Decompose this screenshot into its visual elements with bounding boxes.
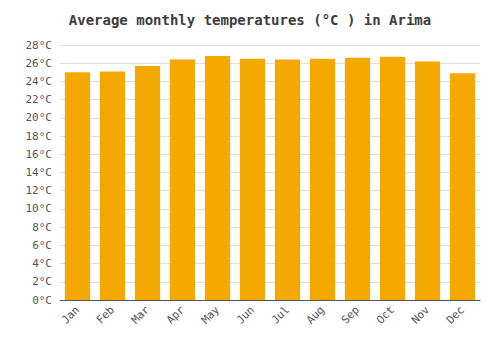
- svg-text:Nov: Nov: [409, 303, 432, 326]
- svg-text:8°C: 8°C: [32, 221, 52, 234]
- svg-text:6°C: 6°C: [32, 239, 52, 252]
- svg-text:26°C: 26°C: [26, 57, 53, 70]
- svg-text:Jan: Jan: [59, 303, 82, 326]
- svg-text:12°C: 12°C: [26, 184, 53, 197]
- svg-text:Feb: Feb: [94, 303, 117, 326]
- svg-text:Oct: Oct: [374, 303, 397, 326]
- svg-text:May: May: [199, 303, 222, 326]
- svg-text:16°C: 16°C: [26, 148, 53, 161]
- svg-text:28°C: 28°C: [26, 39, 53, 52]
- svg-text:10°C: 10°C: [26, 202, 53, 215]
- svg-text:14°C: 14°C: [26, 166, 53, 179]
- svg-text:4°C: 4°C: [32, 257, 52, 270]
- svg-text:Sep: Sep: [339, 303, 362, 326]
- svg-text:18°C: 18°C: [26, 130, 53, 143]
- svg-text:Jul: Jul: [269, 303, 292, 326]
- svg-text:Mar: Mar: [129, 303, 152, 326]
- svg-text:24°C: 24°C: [26, 75, 53, 88]
- svg-text:Dec: Dec: [444, 303, 467, 326]
- svg-text:0°C: 0°C: [32, 294, 52, 307]
- svg-text:Apr: Apr: [164, 303, 187, 326]
- svg-text:20°C: 20°C: [26, 111, 53, 124]
- svg-text:22°C: 22°C: [26, 93, 53, 106]
- svg-text:Average monthly temperatures (: Average monthly temperatures (°C ) in Ar…: [69, 12, 431, 28]
- svg-text:2°C: 2°C: [32, 275, 52, 288]
- svg-text:Aug: Aug: [304, 303, 327, 326]
- svg-text:Jun: Jun: [234, 303, 257, 326]
